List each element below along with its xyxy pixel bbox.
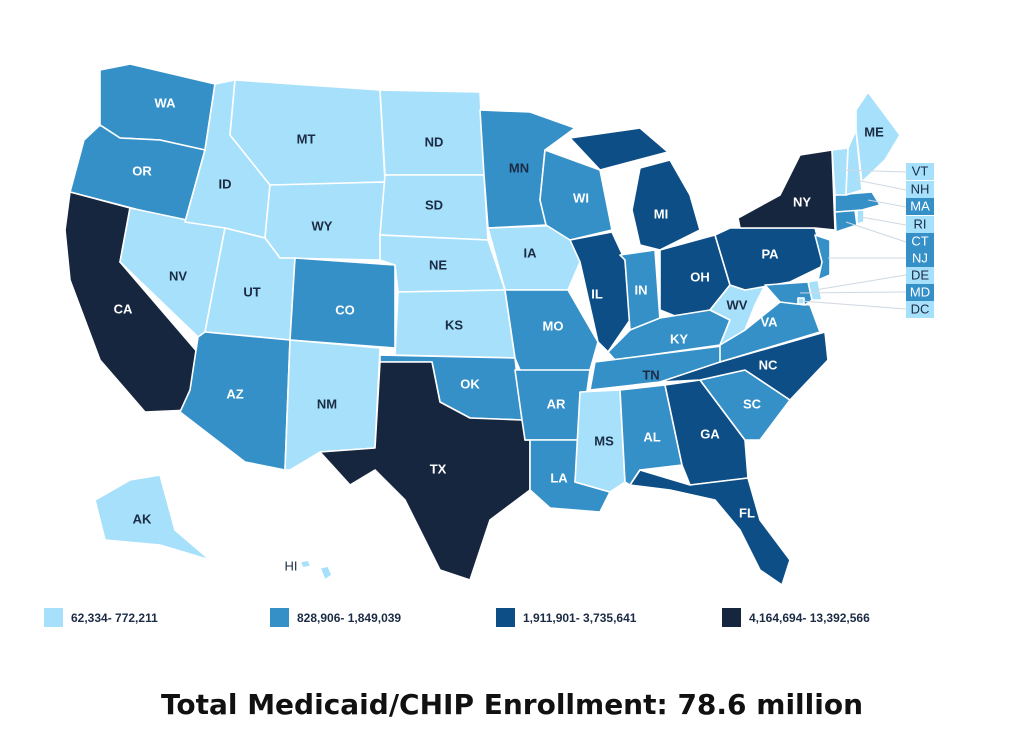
legend-label: 62,334- 772,211 [71,610,158,625]
label-PA: PA [761,246,779,261]
state-AK[interactable] [94,474,211,561]
label-OK: OK [460,376,480,391]
label-WV: WV [727,297,748,312]
legend-label: 4,164,694- 13,392,566 [749,610,870,625]
label-WA: WA [155,95,177,110]
label-OH: OH [690,269,710,284]
legend-label: 828,906- 1,849,039 [297,610,402,625]
label-IN: IN [635,282,648,297]
label-AR: AR [547,396,566,411]
label-NE: NE [429,257,447,272]
label-MA: MA [910,198,930,213]
state-TX[interactable] [319,361,531,581]
legend: 62,334- 772,211 828,906- 1,849,039 1,911… [0,608,1024,632]
label-MT: MT [297,131,316,146]
map-title: Total Medicaid/CHIP Enrollment: 78.6 mil… [160,688,864,721]
state-MA[interactable] [834,191,881,213]
state-ND[interactable] [379,89,485,176]
box-MD [906,284,934,301]
box-MA [906,198,934,215]
label-MN: MN [509,160,529,175]
label-NH: NH [911,181,930,196]
label-NY: NY [793,194,811,209]
legend-item-tier2: 828,906- 1,849,039 [270,608,401,627]
state-HI-2[interactable] [299,559,312,569]
label-MD: MD [910,284,930,299]
state-IL[interactable] [569,231,631,353]
legend-label: 1,911,901- 3,735,641 [523,610,637,625]
label-IA: IA [524,245,538,260]
label-DE: DE [911,267,929,282]
state-WY[interactable] [264,181,386,261]
box-NJ [906,250,934,267]
legend-swatch [44,608,63,627]
label-UT: UT [243,284,260,299]
label-OR: OR [132,163,152,178]
us-choropleth-map: WA OR CA NV ID MT WY UT AZ CO NM ND SD N… [64,63,934,586]
state-FL[interactable] [629,469,791,586]
label-AZ: AZ [226,386,243,401]
label-NJ: NJ [912,250,928,265]
state-NH[interactable] [845,129,863,196]
state-MI-UP[interactable] [569,127,669,171]
label-LA: LA [550,470,568,485]
label-CT: CT [911,233,928,248]
state-labels: WA OR CA NV ID MT WY UT AZ CO NM ND SD N… [114,95,931,573]
label-WY: WY [312,218,333,233]
box-NH [906,181,934,198]
legend-swatch [722,608,741,627]
label-VA: VA [760,314,778,329]
label-NM: NM [317,396,337,411]
label-NC: NC [759,357,778,372]
label-HI: HI [285,558,298,573]
label-GA: GA [700,426,720,441]
leader-lines [799,169,907,310]
box-CT [906,233,934,250]
state-MI[interactable] [631,159,701,251]
state-MS[interactable] [574,389,626,493]
box-DC [906,301,934,318]
label-WI: WI [573,190,589,205]
box-DE [906,267,934,284]
box-RI [906,216,934,233]
label-KS: KS [445,317,463,332]
label-RI: RI [914,216,927,231]
label-CO: CO [335,302,355,317]
label-MS: MS [594,433,614,448]
label-VT: VT [912,163,929,178]
label-IL: IL [591,286,603,301]
label-KY: KY [670,331,688,346]
legend-swatch [270,608,289,627]
label-AK: AK [133,511,152,526]
label-TN: TN [642,367,659,382]
legend-item-tier1: 62,334- 772,211 [44,608,158,627]
state-NJ[interactable] [814,234,831,281]
box-VT [906,163,934,180]
label-CA: CA [114,301,133,316]
label-FL: FL [739,505,755,520]
legend-swatch [496,608,515,627]
label-DC: DC [911,301,930,316]
label-ME: ME [864,124,884,139]
label-NV: NV [169,268,187,283]
state-CT[interactable] [834,209,858,233]
label-ID: ID [219,176,232,191]
state-NY[interactable] [737,149,836,231]
state-HI[interactable] [319,565,333,581]
label-TX: TX [430,461,447,476]
label-ND: ND [425,134,444,149]
label-MI: MI [654,206,668,221]
state-ME[interactable] [855,91,901,183]
label-AL: AL [643,429,660,444]
legend-item-tier3: 1,911,901- 3,735,641 [496,608,636,627]
small-state-boxes [906,163,934,318]
label-MO: MO [543,318,564,333]
label-SC: SC [743,396,762,411]
label-SD: SD [425,197,443,212]
legend-item-tier4: 4,164,694- 13,392,566 [722,608,870,627]
